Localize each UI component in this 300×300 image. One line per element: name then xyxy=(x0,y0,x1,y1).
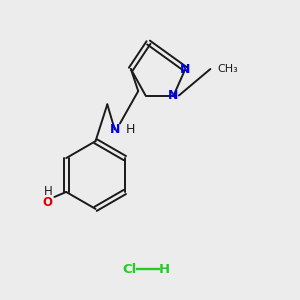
Text: Cl: Cl xyxy=(122,263,136,276)
Text: N: N xyxy=(110,123,120,136)
Text: H: H xyxy=(44,184,52,198)
Text: N: N xyxy=(180,62,190,76)
Text: H: H xyxy=(126,123,136,136)
Text: O: O xyxy=(43,196,53,209)
Text: CH₃: CH₃ xyxy=(218,64,238,74)
Text: N: N xyxy=(168,89,179,102)
Text: H: H xyxy=(159,263,170,276)
